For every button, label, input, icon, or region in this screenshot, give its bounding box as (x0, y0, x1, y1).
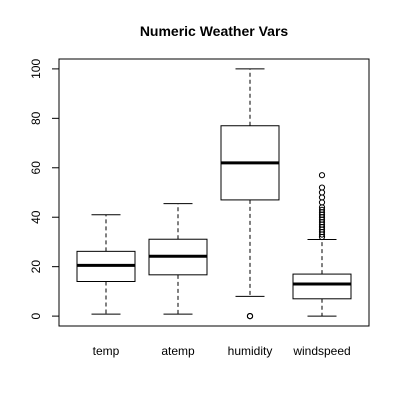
x-tick-label: temp (93, 344, 120, 358)
chart-title: Numeric Weather Vars (140, 23, 289, 39)
x-tick-label: humidity (228, 344, 273, 358)
outlier-point (246, 313, 254, 320)
outlier-point (318, 184, 326, 191)
x-axis: temp atemp humidity windspeed (93, 344, 351, 358)
y-tick-label: 100 (29, 59, 43, 79)
outlier-point (318, 199, 326, 206)
box-atemp (148, 203, 208, 315)
boxes (76, 68, 352, 320)
box-temp (76, 214, 136, 315)
outlier-point (318, 194, 326, 201)
y-tick-label: 40 (29, 210, 43, 224)
y-axis: 0 20 40 60 80 100 (29, 59, 60, 319)
outlier-point (318, 189, 326, 196)
y-tick-label: 20 (29, 260, 43, 274)
outlier-point (318, 172, 326, 179)
y-tick-label: 80 (29, 111, 43, 125)
y-tick-label: 0 (29, 312, 43, 319)
x-tick-label: windspeed (292, 344, 350, 358)
box-humidity (220, 68, 280, 320)
box-windspeed (292, 172, 352, 317)
outlier-point (318, 206, 326, 213)
y-tick-label: 60 (29, 161, 43, 175)
iqr-box (292, 273, 352, 300)
x-tick-label: atemp (161, 344, 195, 358)
